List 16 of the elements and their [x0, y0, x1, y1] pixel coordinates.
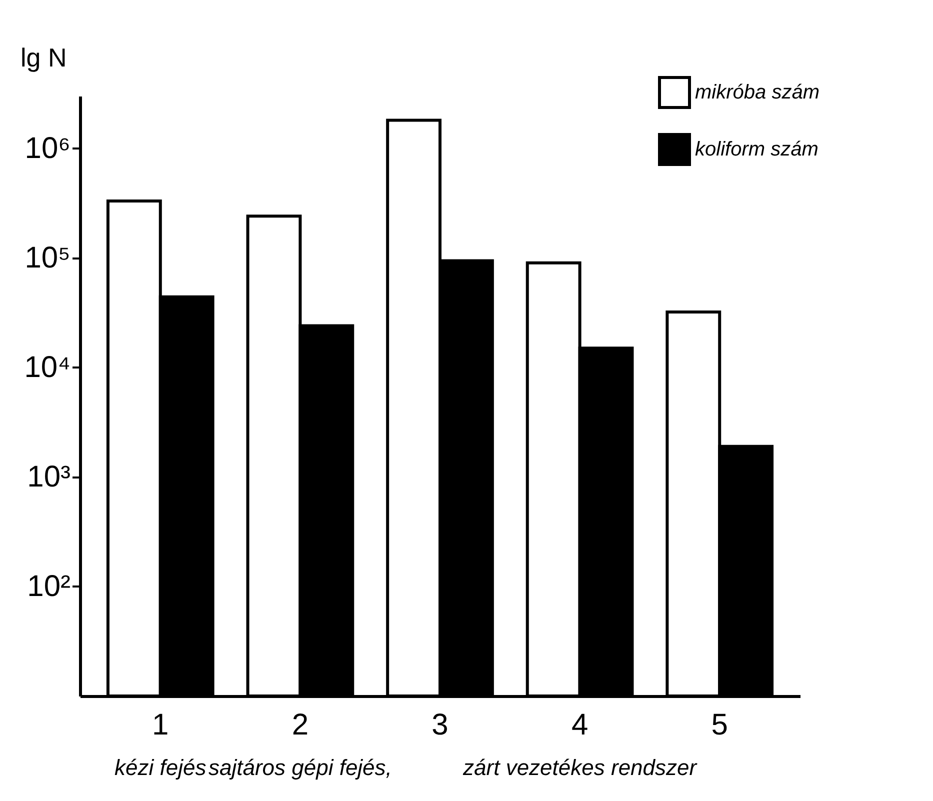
text: zárt vezetékes rendszer — [462, 755, 698, 780]
y-tick-label: 10³ — [27, 460, 71, 494]
y-tick-label: 10² — [27, 570, 71, 603]
legend-label: koliform szám — [695, 138, 818, 160]
x-tick-label: 5 — [711, 708, 728, 742]
legend-label: mikróba szám — [695, 82, 820, 104]
x-tick-label: 4 — [571, 708, 588, 742]
y-tick-label: 10⁶ — [24, 132, 70, 165]
text: sajtáros gépi fejés, — [208, 755, 392, 780]
text: kézi fejés — [114, 755, 206, 780]
y-axis-title: lg N — [20, 42, 67, 72]
x-tick-label: 2 — [292, 708, 309, 742]
y-tick-label: 10⁴ — [24, 350, 70, 384]
x-tick-label: 1 — [152, 708, 169, 742]
x-tick-label: 3 — [432, 708, 448, 742]
y-tick-label: 10⁵ — [24, 241, 70, 274]
